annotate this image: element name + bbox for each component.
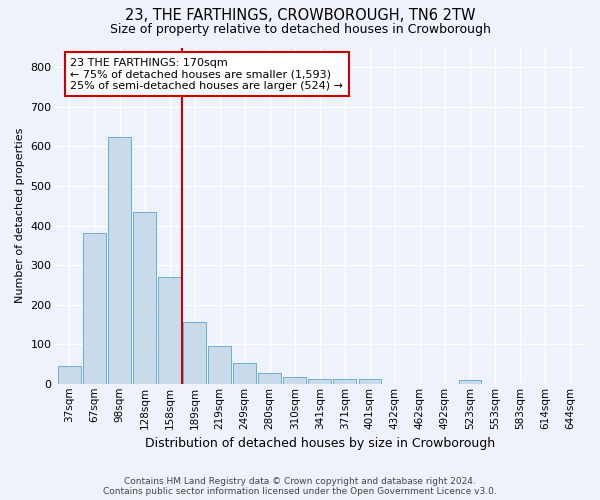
Bar <box>58 366 81 384</box>
Text: Contains HM Land Registry data © Crown copyright and database right 2024.
Contai: Contains HM Land Registry data © Crown c… <box>103 476 497 496</box>
Bar <box>259 372 281 384</box>
Bar <box>334 379 356 384</box>
Bar <box>158 277 181 384</box>
Text: 23 THE FARTHINGS: 170sqm
← 75% of detached houses are smaller (1,593)
25% of sem: 23 THE FARTHINGS: 170sqm ← 75% of detach… <box>70 58 343 91</box>
Text: Size of property relative to detached houses in Crowborough: Size of property relative to detached ho… <box>110 22 490 36</box>
Bar <box>458 380 481 384</box>
Bar <box>359 379 381 384</box>
Bar <box>108 136 131 384</box>
Bar <box>133 212 156 384</box>
Bar <box>208 346 231 384</box>
Bar <box>83 234 106 384</box>
Bar <box>233 363 256 384</box>
Y-axis label: Number of detached properties: Number of detached properties <box>15 128 25 304</box>
Bar <box>308 379 331 384</box>
Text: 23, THE FARTHINGS, CROWBOROUGH, TN6 2TW: 23, THE FARTHINGS, CROWBOROUGH, TN6 2TW <box>125 8 475 22</box>
Bar <box>184 322 206 384</box>
Bar <box>283 376 306 384</box>
X-axis label: Distribution of detached houses by size in Crowborough: Distribution of detached houses by size … <box>145 437 495 450</box>
